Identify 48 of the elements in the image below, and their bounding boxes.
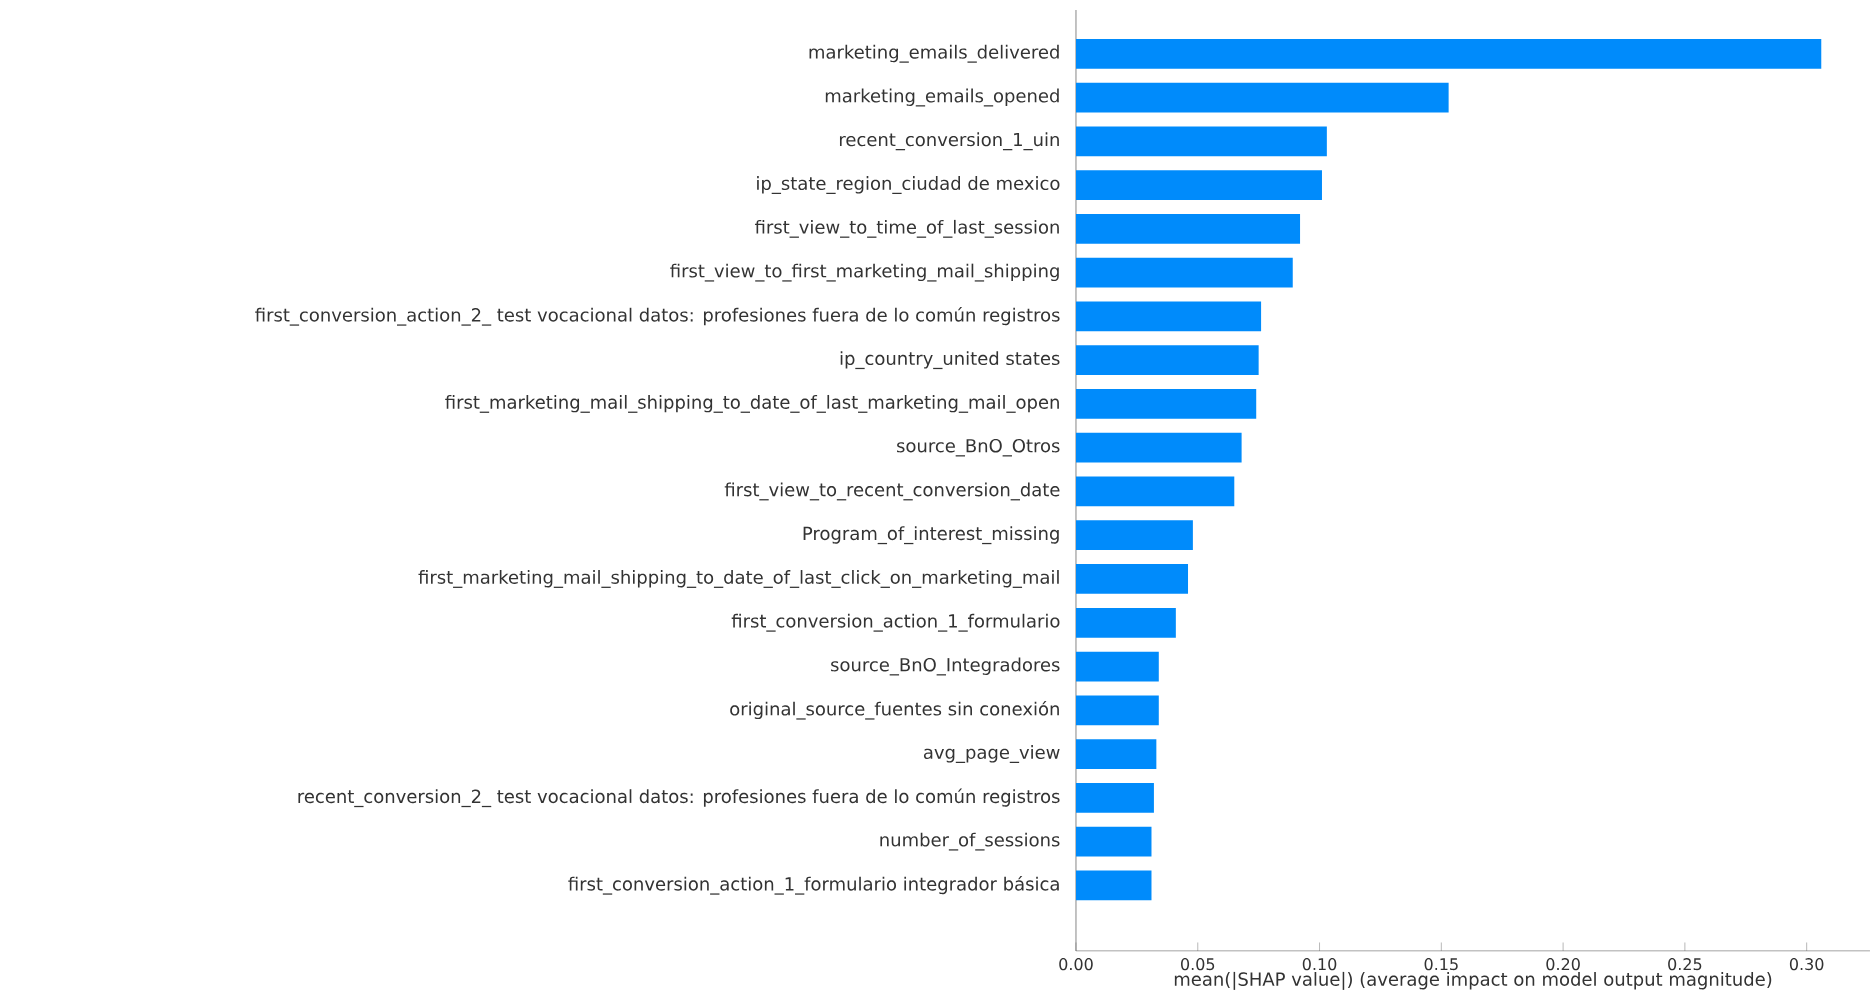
- y-tick-label: Program_of_interest_missing: [803, 526, 1059, 545]
- x-tick-label: 0.30: [1789, 958, 1824, 971]
- bar: [1075, 126, 1327, 157]
- x-tick-label: 0.25: [1668, 958, 1702, 971]
- bar: [1075, 739, 1157, 769]
- y-tick-label: ip_country_united states: [840, 351, 1060, 370]
- x-tick-label: 0.15: [1424, 958, 1458, 971]
- y-tick-label: first_conversion_action_2_ test vocacional datos: profesiones fuera de lo común registros: [255, 307, 1060, 326]
- bar: [1075, 607, 1176, 638]
- bar: [1075, 520, 1193, 551]
- x-tick-label: 0.00: [1059, 958, 1093, 971]
- bar: [1075, 826, 1152, 857]
- bar: [1075, 82, 1449, 113]
- bar: [1075, 651, 1159, 682]
- y-tick-label: recent_conversion_2_ test vocacional datos: profesiones fuera de lo común registros: [298, 788, 1060, 808]
- y-tick-label: number_of_sessions: [880, 832, 1060, 851]
- y-tick-label: source_BnO_Otros: [897, 438, 1060, 457]
- bar: [1075, 476, 1235, 507]
- y-tick-label: first_marketing_mail_shipping_to_date_of_last_marketing_mail_open: [445, 394, 1059, 413]
- bar: [1075, 870, 1152, 901]
- y-tick-label: marketing_emails_delivered: [809, 44, 1059, 63]
- y-tick-label: first_conversion_action_1_formulario integrador básica: [568, 876, 1059, 895]
- y-tick-label: avg_page_view: [923, 745, 1060, 764]
- x-axis-title: mean(|SHAP value|) (average impact on model output magnitude): [1174, 971, 1772, 990]
- y-tick-label: first_view_to_time_of_last_session: [754, 219, 1059, 238]
- y-tick-label: source_BnO_Integradores: [831, 657, 1060, 676]
- bar: [1075, 782, 1154, 813]
- bar: [1075, 345, 1259, 376]
- bar: [1075, 257, 1293, 288]
- y-tick-label: recent_conversion_1_uin: [839, 132, 1059, 151]
- x-tick-label: 0.05: [1181, 958, 1215, 971]
- x-tick-label: 0.20: [1546, 958, 1580, 971]
- bar: [1075, 564, 1189, 594]
- bar: [1075, 38, 1822, 69]
- bar: [1075, 170, 1322, 200]
- y-tick-label: first_view_to_recent_conversion_date: [724, 482, 1060, 501]
- y-tick-label: original_source_fuentes sin conexión: [730, 700, 1059, 720]
- x-tick-label: 0.10: [1302, 958, 1337, 971]
- y-tick-label: ip_state_region_ciudad de mexico: [757, 176, 1060, 195]
- y-tick-label: marketing_emails_opened: [825, 88, 1059, 107]
- bar: [1075, 389, 1257, 419]
- y-tick-label: first_marketing_mail_shipping_to_date_of_last_click_on_marketing_mail: [418, 570, 1059, 588]
- bar: [1075, 432, 1242, 463]
- bar: [1075, 695, 1159, 726]
- y-tick-label: first_view_to_first_marketing_mail_shipping: [670, 263, 1059, 282]
- y-tick-label: first_conversion_action_1_formulario: [731, 613, 1060, 632]
- bar: [1075, 301, 1262, 332]
- bar: [1075, 213, 1301, 244]
